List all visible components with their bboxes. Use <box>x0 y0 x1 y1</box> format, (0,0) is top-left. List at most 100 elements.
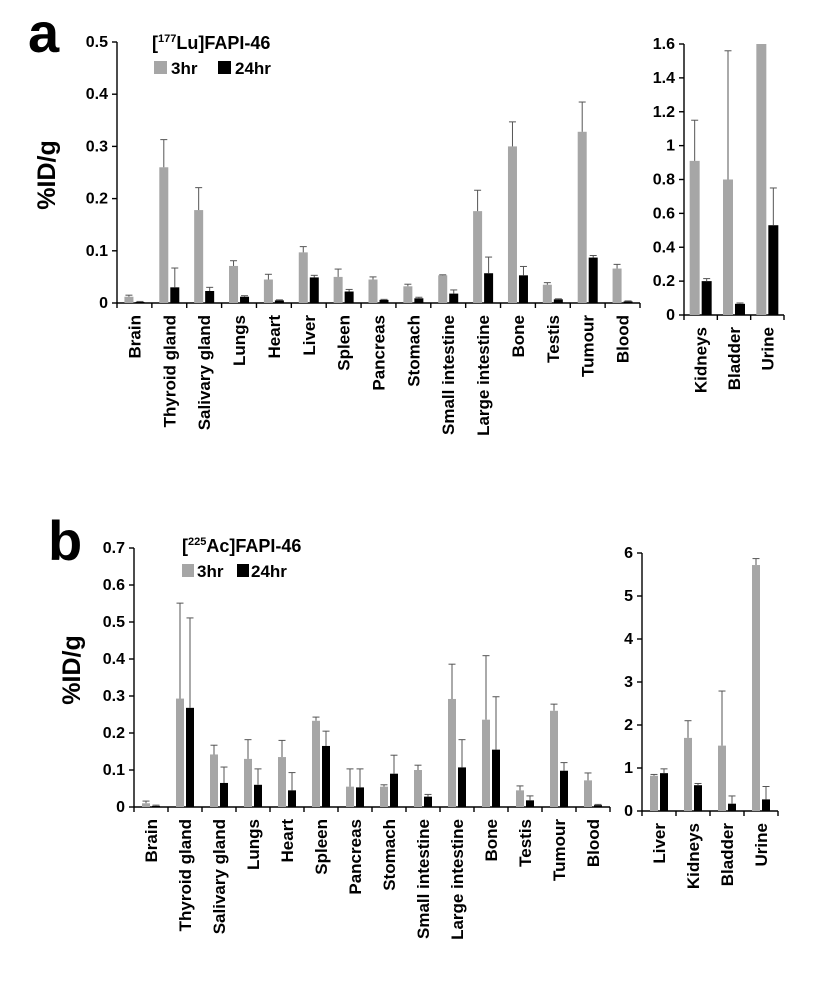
panel-a-main-bar-24hr-testis <box>553 299 563 303</box>
panel-b-legend-swatch-3hr <box>182 564 194 577</box>
panel-b-main-bar-3hr-brain <box>142 803 150 807</box>
panel-b-inset-y-tick-label: 0 <box>624 803 633 820</box>
panel-b-main-bar-24hr-lungs <box>254 784 262 807</box>
panel-a-main-y-tick-label: 0.3 <box>86 138 108 155</box>
panel-a-main-category-label: Liver <box>300 315 319 356</box>
panel-b-main-bar-3hr-heart <box>278 757 286 807</box>
panel-b-main-category-label: Large intestine <box>448 819 467 940</box>
panel-b-main-bar-24hr-thyroid-gland <box>186 707 194 807</box>
panel-a-main-category-label: Blood <box>614 315 633 363</box>
panel-a-main-category-label: Pancreas <box>370 315 389 391</box>
panel-a-main-y-tick-label: 0 <box>99 295 108 312</box>
panel-b-main-category-label: Brain <box>142 819 161 862</box>
panel-b-main-bar-3hr-small-intestine <box>414 770 422 807</box>
panel-a-main-bar-24hr-thyroid-gland <box>170 287 180 303</box>
panel-a-main-bar-24hr-bone <box>518 275 528 303</box>
panel-a-main-category-label: Heart <box>265 315 284 359</box>
panel-a-legend-title: [177Lu]FAPI-46 <box>152 33 270 53</box>
panel-b-main-bar-24hr-blood <box>594 805 602 807</box>
panel-a-main-bar-24hr-lungs <box>240 296 250 303</box>
panel-a-main-category-label: Small intestine <box>439 315 458 435</box>
panel-a-main-bar-3hr-thyroid-gland <box>159 167 169 303</box>
panel-b-main-category-label: Bone <box>482 819 501 862</box>
panel-b-main-bar-3hr-bone <box>482 719 490 807</box>
panel-a-inset-bar-24hr-kidneys <box>701 281 712 315</box>
panel-a-main-bar-24hr-tumour <box>588 257 598 303</box>
panel-b-inset-bar-3hr-urine <box>752 565 760 811</box>
panel-b-main-bar-24hr-pancreas <box>356 787 364 807</box>
panel-b-main-bar-24hr-large-intestine <box>458 767 466 807</box>
panel-a-main-y-tick-label: 0.2 <box>86 191 108 208</box>
panel-a-main-bar-24hr-spleen <box>344 291 354 303</box>
panel-a-main-category-label: Lungs <box>230 315 249 366</box>
panel-b-inset-bar-24hr-kidneys <box>694 785 702 811</box>
panel-a-main-bar-24hr-pancreas <box>379 299 389 303</box>
panel-a-inset-category-label: Urine <box>758 327 777 370</box>
panel-b-main-category-label: Pancreas <box>346 819 365 895</box>
panel-a-inset-y-tick-label: 1.4 <box>653 70 675 87</box>
panel-a-main-category-label: Spleen <box>335 315 354 371</box>
panel-a-main-bar-3hr-lungs <box>229 265 239 303</box>
panel-a-inset-bar-3hr-urine <box>756 44 767 315</box>
panel-a-inset-bar-24hr-urine <box>768 225 779 315</box>
panel-a-inset-y-tick-label: 0.6 <box>653 205 675 222</box>
panel-a-main-bar-3hr-salivary-gland <box>194 210 204 303</box>
panel-b-main-category-label: Tumour <box>550 819 569 881</box>
panel-a-legend-label-24hr: 24hr <box>235 59 271 78</box>
panel-a-inset-y-tick-label: 0 <box>666 307 675 324</box>
panel-b-main-bar-3hr-blood <box>584 780 592 807</box>
panel-b-main-bar-24hr-tumour <box>560 770 568 807</box>
panel-a-main-bar-24hr-liver <box>309 277 319 303</box>
panel-b: b %ID/g [225Ac]FAPI-46 3hr 24hr 00.10.20… <box>48 509 779 940</box>
panel-b-legend-label-24hr: 24hr <box>251 562 287 581</box>
panel-b-main-plot: 0 0.1 0.2 0.3 0.4 0.5 0.6 0.7 Brain Thyroid gland… <box>103 540 611 940</box>
panel-a-main-category-label: Large intestine <box>474 315 493 436</box>
panel-b-main-y-tick-label: 0 <box>116 799 125 816</box>
panel-b-main-y-tick-label: 0.6 <box>103 577 125 594</box>
panel-b-main-bar-3hr-thyroid-gland <box>176 698 184 807</box>
panel-b-inset-y-tick-label: 2 <box>624 717 633 734</box>
panel-b-inset-bar-24hr-bladder <box>728 803 736 811</box>
panel-b-main-y-tick-label: 0.3 <box>103 688 125 705</box>
panel-b-inset-y-tick-label: 4 <box>624 631 633 648</box>
panel-a-main-category-label: Tumour <box>579 315 598 377</box>
panel-b-main-bar-3hr-stomach <box>380 786 388 807</box>
panel-b-main-category-label: Salivary gland <box>210 819 229 934</box>
panel-a-main-bar-24hr-large-intestine <box>484 273 494 303</box>
panel-a-inset-y-tick-label: 0.4 <box>653 239 675 256</box>
panel-a-main-category-label: Thyroid gland <box>160 315 179 427</box>
panel-a-main-bar-3hr-bone <box>507 146 517 303</box>
panel-a-main-category-label: Stomach <box>404 315 423 387</box>
panel-b-main-y-tick-label: 0.7 <box>103 540 125 557</box>
panel-b-inset-y-tick-label: 1 <box>624 760 633 777</box>
panel-b-main-y-tick-label: 0.4 <box>103 651 125 668</box>
panel-a-main-y-tick-label: 0.5 <box>86 34 108 51</box>
panel-b-main-category-label: Blood <box>584 819 603 867</box>
panel-a-main-bar-24hr-blood <box>623 301 633 303</box>
panel-b-legend-swatch-24hr <box>237 564 249 577</box>
panel-a-inset-category-label: Bladder <box>725 327 744 391</box>
panel-b-main-category-label: Thyroid gland <box>176 819 195 931</box>
panel-a-main-bar-3hr-brain <box>124 296 134 303</box>
panel-b-main-bar-3hr-testis <box>516 790 524 807</box>
panel-b-inset-category-label: Urine <box>752 823 771 866</box>
panel-a-inset-plot: 0 0.2 0.4 0.6 0.8 1 1.2 1.4 1.6 Kidneys Bladder Uri… <box>653 36 785 393</box>
panel-b-legend-label-3hr: 3hr <box>197 562 224 581</box>
panel-b-inset-category-label: Liver <box>650 823 669 864</box>
panel-b-main-category-label: Small intestine <box>414 819 433 939</box>
panel-a-inset-y-tick-label: 1.2 <box>653 104 675 121</box>
panel-b-inset-category-label: Bladder <box>718 823 737 887</box>
panel-a-legend-label-3hr: 3hr <box>171 59 198 78</box>
panel-b-main-bar-24hr-heart <box>288 790 296 807</box>
panel-b-inset-bar-24hr-liver <box>660 773 668 811</box>
panel-b-main-y-tick-label: 0.2 <box>103 725 125 742</box>
panel-b-main-category-label: Stomach <box>380 819 399 891</box>
panel-b-main-bar-3hr-tumour <box>550 710 558 807</box>
panel-b-main-bar-24hr-small-intestine <box>424 796 432 807</box>
panel-b-y-axis-label: %ID/g <box>58 635 86 704</box>
panel-b-main-bar-3hr-lungs <box>244 758 252 807</box>
panel-a-main-bar-3hr-heart <box>263 279 273 303</box>
panel-a-y-axis-label: %ID/g <box>33 140 61 209</box>
panel-a-main-plot: 0 0.1 0.2 0.3 0.4 0.5 Brain Thyroid gland Saliva… <box>86 34 641 436</box>
panel-b-main-bar-3hr-large-intestine <box>448 698 456 807</box>
